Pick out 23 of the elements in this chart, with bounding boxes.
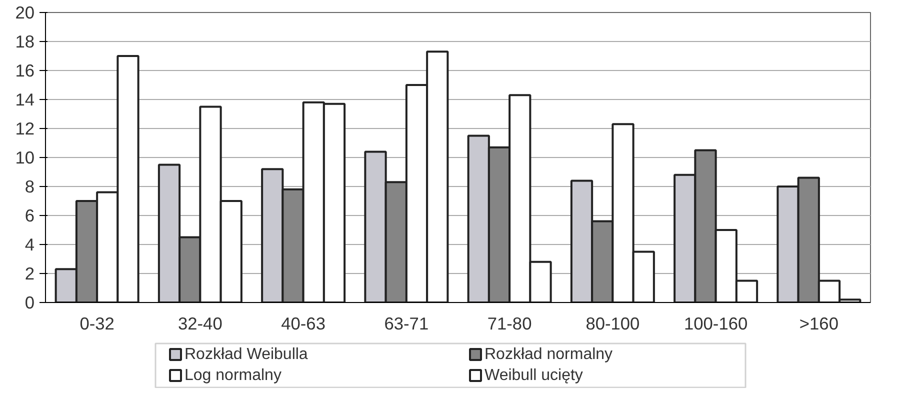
y-tick-label: 12 xyxy=(15,118,35,138)
y-tick-label: 4 xyxy=(24,234,35,254)
y-tick-label: 18 xyxy=(15,32,35,52)
y-tick-label: 10 xyxy=(15,148,35,168)
x-tick-label: 40-63 xyxy=(281,314,326,334)
legend-label: Weibull ucięty xyxy=(484,367,583,384)
legend-label: Log normalny xyxy=(184,367,282,384)
y-tick-label: 14 xyxy=(15,90,35,110)
x-tick-label: 71-80 xyxy=(487,314,532,334)
x-tick-label: 100-160 xyxy=(684,314,748,334)
y-tick-label: 2 xyxy=(24,264,35,284)
legend-label: Rozkład Weibulla xyxy=(184,346,308,363)
x-tick-label: 32-40 xyxy=(178,314,222,334)
legend-label: Rozkład normalny xyxy=(484,346,613,363)
x-tick-label: 80-100 xyxy=(586,314,640,334)
x-tick-label: 0-32 xyxy=(80,314,114,334)
x-tick-label: >160 xyxy=(799,314,838,334)
y-tick-label: 6 xyxy=(24,206,35,226)
x-tick-label: 63-71 xyxy=(384,314,429,334)
y-tick-label: 8 xyxy=(24,176,35,196)
y-tick-label: 16 xyxy=(15,60,35,80)
y-tick-label: 20 xyxy=(15,2,35,22)
y-tick-label: 0 xyxy=(24,292,35,312)
